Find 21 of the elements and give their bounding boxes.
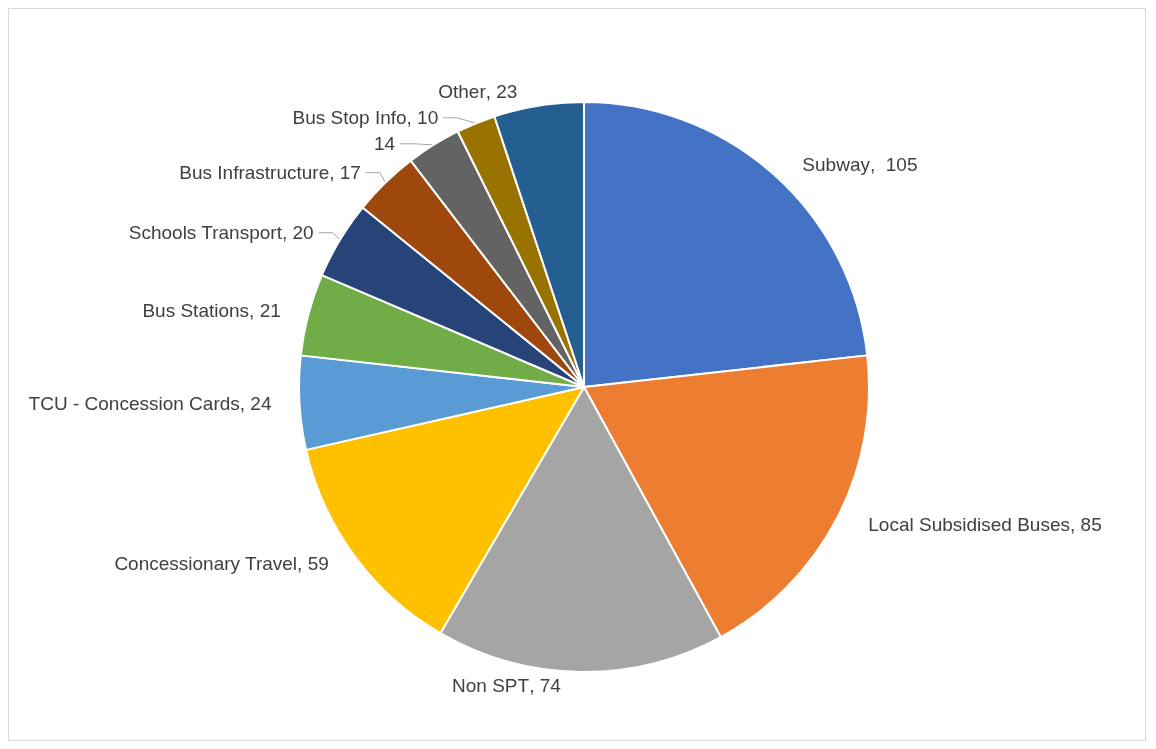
data-label: , 59 <box>297 553 329 575</box>
slice-label: Non SPT <box>452 675 530 697</box>
slice-label: Other <box>438 81 487 103</box>
data-label: , 24 <box>239 393 272 415</box>
data-label: 14 <box>373 133 396 155</box>
data-label: , 20 <box>281 222 314 244</box>
slice-label: TCU - Concession Cards <box>28 393 240 415</box>
slice-label: Schools Transport <box>128 222 283 244</box>
data-label: , 74 <box>529 675 562 697</box>
slice-label: Bus Stop Info <box>292 107 407 129</box>
data-label: , 17 <box>329 162 361 184</box>
slice-label: Bus Stations <box>142 300 250 322</box>
slice-label: Concessionary Travel <box>114 553 298 575</box>
slice-label: Bus Infrastructure <box>179 162 330 184</box>
data-label: , 105 <box>869 153 918 175</box>
slice-label: Subway <box>802 153 871 175</box>
data-label: , 85 <box>1070 514 1102 536</box>
data-label: , 21 <box>249 300 281 322</box>
data-label: , 23 <box>485 81 518 103</box>
slice-label: Local Subsidised Buses <box>868 514 1071 536</box>
data-label: , 10 <box>406 107 439 129</box>
